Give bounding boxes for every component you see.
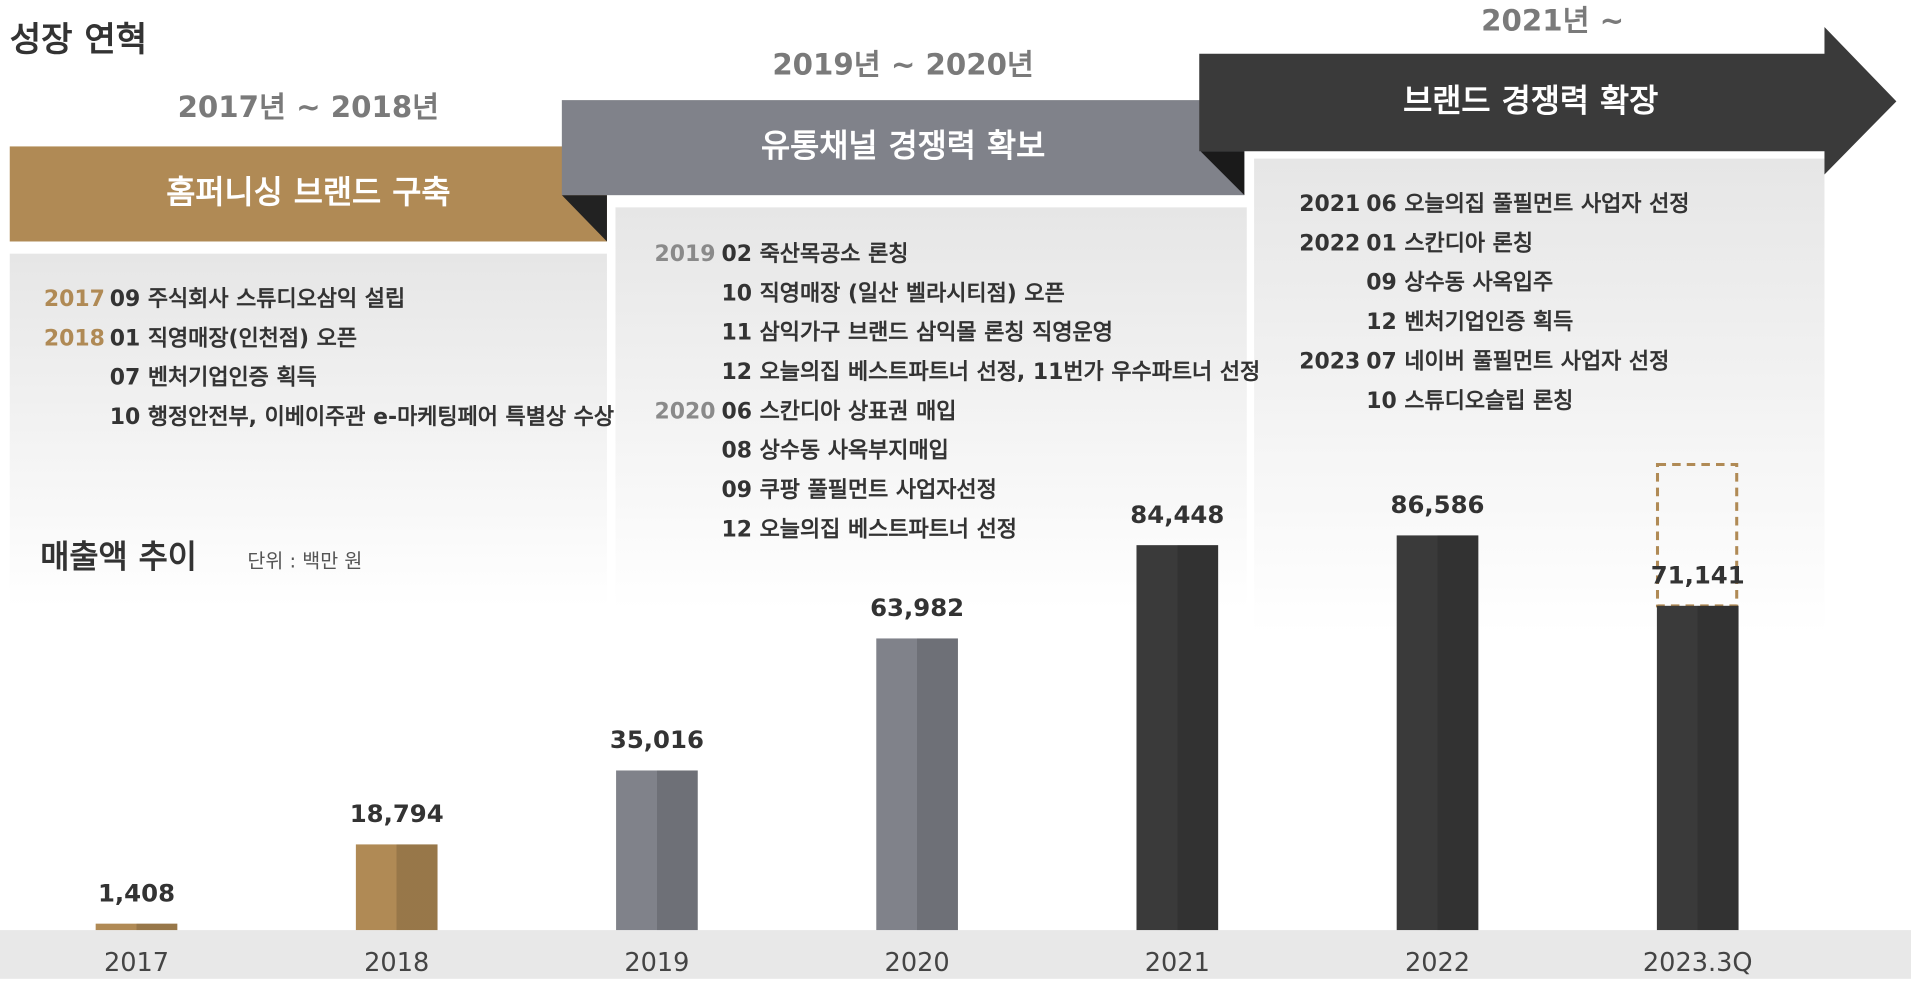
data-label: 1,408 [98, 878, 175, 907]
history-item: 07 네이버 풀필먼트 사업자 선정 [1366, 349, 1669, 374]
data-label: 86,586 [1391, 490, 1485, 519]
phase-period: 2021년 ~ [1481, 4, 1624, 38]
phase-title: 브랜드 경쟁력 확장 [1403, 84, 1658, 120]
data-label: 71,141 [1651, 561, 1745, 590]
banner-fold [561, 195, 607, 242]
history-item: 08 상수동 사옥부지매입 [722, 439, 949, 464]
history-year: 2023 [1299, 349, 1360, 374]
phase-title: 홈퍼니싱 브랜드 구축 [166, 175, 450, 211]
banner-arrow [1199, 26, 1897, 175]
axis-band [0, 930, 1911, 979]
history-year: 2020 [654, 399, 715, 424]
x-tick-label: 2019 [624, 948, 689, 978]
x-tick-label: 2022 [1405, 948, 1470, 978]
history-item: 02 죽산목공소 론칭 [722, 242, 909, 267]
bar-shade [1136, 545, 1219, 931]
data-label: 84,448 [1130, 500, 1224, 529]
history-year: 2022 [1299, 231, 1360, 256]
page-title: 성장 연혁 [10, 20, 147, 60]
x-tick-label: 2021 [1145, 948, 1210, 978]
panel [9, 253, 607, 608]
history-item: 09 상수동 사옥입주 [1366, 271, 1553, 296]
history-item: 09 쿠팡 풀필먼트 사업자선정 [722, 478, 997, 503]
history-year: 2017 [44, 287, 105, 312]
history-year: 2019 [654, 242, 715, 267]
history-item: 06 스칸디아 상표권 매입 [722, 399, 957, 424]
chart-title: 매출액 추이 [40, 539, 197, 575]
bar-shade [876, 638, 958, 931]
banner-fold [1200, 151, 1245, 196]
x-tick-label: 2023.3Q [1643, 948, 1753, 978]
bar-shade [355, 844, 438, 931]
bar-shade [1396, 535, 1479, 931]
data-label: 18,794 [350, 799, 444, 828]
banner [9, 146, 607, 242]
history-year: 2021 [1299, 192, 1360, 217]
history-year: 2018 [44, 326, 105, 351]
bar-shade [95, 923, 178, 931]
history-item: 10 행정안전부, 이베이주관 e-마케팅페어 특별상 수상 [110, 405, 614, 430]
panel [1254, 158, 1825, 634]
history-item: 10 스튜디오슬립 론칭 [1366, 389, 1573, 414]
history-item: 01 직영매장(인천점) 오픈 [110, 326, 357, 351]
chart-unit: 단위 : 백만 원 [247, 550, 362, 573]
phase-title: 유통채널 경쟁력 확보 [761, 129, 1045, 165]
x-tick-label: 2020 [885, 948, 950, 978]
banner [561, 100, 1245, 196]
phase-period: 2019년 ~ 2020년 [772, 47, 1034, 81]
history-item: 07 벤처기업인증 획득 [110, 366, 317, 391]
x-tick-label: 2017 [104, 948, 169, 978]
bar-shade [1656, 605, 1739, 931]
history-item: 12 벤처기업인증 획득 [1366, 310, 1573, 335]
data-label: 63,982 [870, 593, 964, 622]
bar-shade [616, 770, 698, 931]
phase-period: 2017년 ~ 2018년 [178, 90, 440, 124]
history-item: 11 삼익가구 브랜드 삼익몰 론칭 직영운영 [722, 321, 1113, 346]
history-item: 09 주식회사 스튜디오삼익 설립 [110, 287, 405, 312]
data-label: 35,016 [610, 725, 704, 754]
history-item: 10 직영매장 (일산 벨라시티점) 오픈 [722, 281, 1065, 306]
history-item: 01 스칸디아 론칭 [1366, 231, 1533, 256]
history-item: 12 오늘의집 베스트파트너 선정, 11번가 우수파트너 선정 [722, 360, 1261, 385]
history-item: 12 오늘의집 베스트파트너 선정 [722, 517, 1017, 542]
x-tick-label: 2018 [364, 948, 429, 978]
history-item: 06 오늘의집 풀필먼트 사업자 선정 [1366, 192, 1689, 217]
target-box [1655, 462, 1739, 608]
panel [615, 207, 1247, 610]
